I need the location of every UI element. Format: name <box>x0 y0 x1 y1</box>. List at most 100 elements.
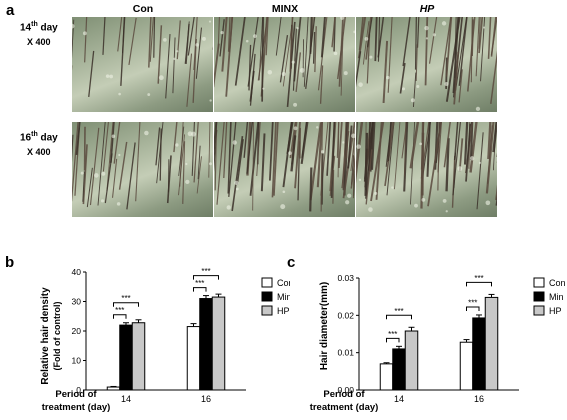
skin-highlight <box>347 193 352 198</box>
legend-label-min: Min <box>277 292 290 302</box>
hair-strand <box>249 53 256 106</box>
skin-highlight <box>316 126 319 129</box>
skin-highlight <box>442 199 447 203</box>
hair-strand <box>159 128 162 181</box>
hair-strand <box>293 17 302 82</box>
row-day-number: 14 <box>20 22 32 34</box>
row-day-word: day <box>37 132 58 144</box>
skin-highlight <box>353 30 355 34</box>
hair-strand <box>478 17 484 54</box>
legend-label-hp: HP <box>277 306 290 316</box>
hair-strand <box>329 155 336 196</box>
hair-strand <box>258 17 264 81</box>
hair-strand <box>126 142 136 210</box>
chart-b-plot: 0 10 20 30 40 14 *** *** 16 *** *** Con Min HP <box>72 267 290 404</box>
micrograph-con-day14 <box>72 17 213 112</box>
hair-strand <box>399 62 406 94</box>
hair-strand <box>414 17 417 70</box>
skin-highlight <box>293 102 298 107</box>
hair-strand <box>117 17 123 52</box>
hair-strand <box>243 122 249 158</box>
skin-highlight <box>485 200 491 206</box>
column-header-hp: HP <box>419 3 435 15</box>
hair-strand <box>290 135 297 172</box>
skin-highlight <box>176 50 179 53</box>
hair-strand <box>256 122 260 165</box>
hair-strand <box>148 17 152 68</box>
hair-strand <box>195 27 202 79</box>
hair-strand <box>377 17 381 62</box>
legend-swatch-min <box>533 291 545 302</box>
hair-strand <box>382 40 389 104</box>
hair-strand <box>463 122 469 165</box>
hair-strand <box>403 122 407 177</box>
hair-strand <box>440 17 452 86</box>
skin-highlight <box>356 144 361 149</box>
skin-highlight <box>175 143 179 147</box>
hair-strand <box>458 138 464 172</box>
hair-strand <box>437 122 440 191</box>
hair-strand <box>309 122 322 201</box>
skin-highlight <box>185 162 188 166</box>
hair-strand <box>82 144 88 205</box>
chart-b: b 0 10 20 30 40 14 *** *** 16 *** *** Con Min HP Rela… <box>5 254 290 413</box>
hair-strand <box>478 17 481 49</box>
y-tick-label: 0.01 <box>337 348 354 358</box>
hair-strand <box>409 122 420 169</box>
hair-strand <box>271 122 277 198</box>
x-tick-label: 14 <box>394 394 404 404</box>
skin-highlight <box>340 17 345 20</box>
legend-swatch-min <box>261 291 273 302</box>
hair-strand <box>165 34 171 99</box>
hair-strand <box>113 122 121 164</box>
hair-strand <box>191 122 195 176</box>
skin-highlight <box>72 23 75 29</box>
hair-strand <box>236 139 244 185</box>
panel-b-letter: b <box>5 254 14 271</box>
hair-strand <box>345 122 350 159</box>
hair-strand <box>172 37 176 94</box>
row-day-suffix: th <box>31 131 38 138</box>
hair-strand <box>314 26 317 73</box>
chart-c-ylabel: Hair diameter(mm) <box>319 282 330 370</box>
hair-strand <box>424 17 429 86</box>
hair-strand <box>476 132 484 210</box>
micrograph-minx-day16 <box>214 122 355 217</box>
hair-strand <box>362 21 370 65</box>
bar-min-16 <box>472 317 486 391</box>
y-tick-label: 20 <box>72 326 82 336</box>
hair-strand <box>257 17 269 81</box>
significance-label: *** <box>394 307 403 316</box>
x-tick-label: 14 <box>121 394 131 404</box>
hair-strand <box>265 17 269 56</box>
hair-strand <box>386 122 395 196</box>
skin-highlight <box>158 75 164 81</box>
hair-strand <box>300 122 309 164</box>
hair-strand <box>75 122 81 156</box>
hair-strand <box>182 141 186 204</box>
hair-strand <box>208 122 211 178</box>
hair-strand <box>445 138 450 192</box>
skin-highlight <box>478 161 482 164</box>
skin-highlight <box>432 33 436 37</box>
skin-highlight <box>482 26 486 29</box>
skin-highlight <box>208 20 212 23</box>
hair-strand <box>166 155 172 204</box>
bar-con-16 <box>186 326 201 391</box>
hair-strand <box>72 19 75 59</box>
skin-highlight <box>425 37 429 40</box>
significance-label: *** <box>468 298 477 307</box>
skin-highlight <box>457 166 463 172</box>
hair-strand <box>421 132 425 196</box>
hair-strand <box>468 122 471 169</box>
skin-highlight <box>80 171 84 175</box>
hair-strand <box>214 122 218 160</box>
hair-strand <box>326 122 332 176</box>
hair-strand <box>128 17 137 66</box>
hair-strand <box>120 17 126 86</box>
skin-highlight <box>191 131 197 137</box>
hair-strand <box>228 122 237 197</box>
skin-highlight <box>234 180 239 186</box>
hair-strand <box>176 20 181 60</box>
bar-hp-14 <box>404 330 419 391</box>
